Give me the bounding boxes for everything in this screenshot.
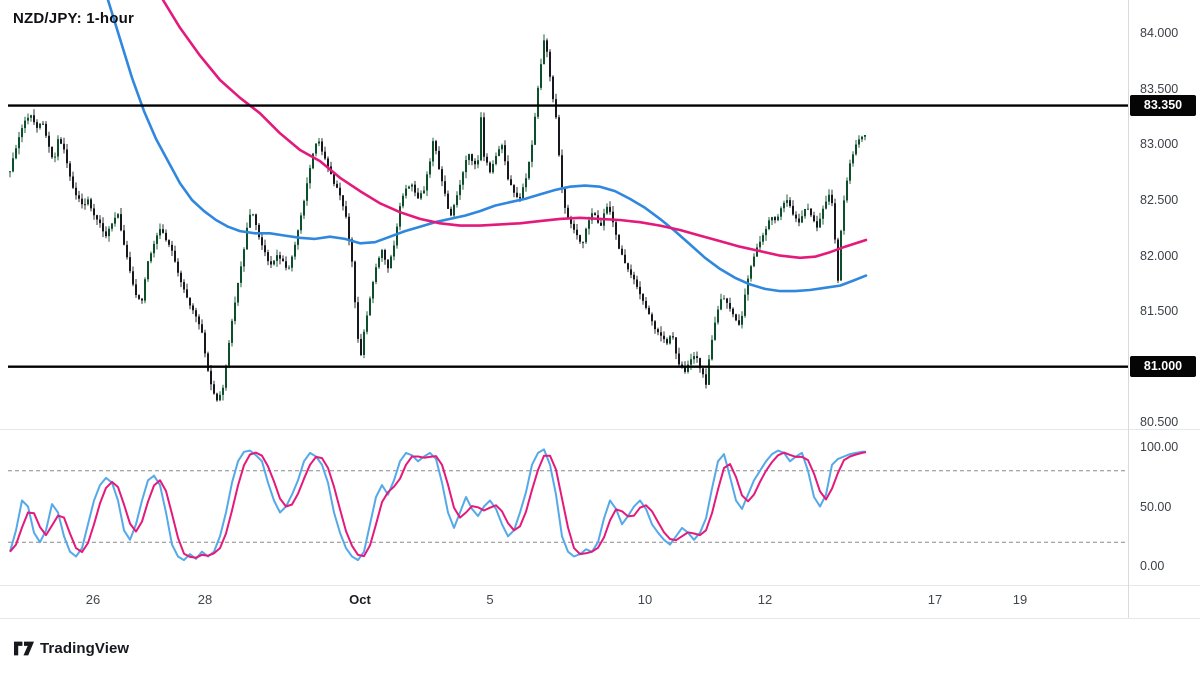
main-price-pane[interactable] — [0, 0, 1128, 430]
time-axis[interactable]: 26 28 Oct 5 10 12 17 19 — [0, 587, 1128, 615]
time-tick-label: 26 — [85, 592, 101, 607]
stoch-k-line — [9, 448, 866, 562]
price-tick-label: 0.00 — [1140, 559, 1165, 573]
tradingview-wordmark: TradingView — [40, 640, 130, 657]
level-price-badge: 81.000 — [1130, 356, 1196, 378]
level-price-badge: 83.350 — [1130, 95, 1196, 117]
time-tick-label: 28 — [197, 592, 213, 607]
price-tick-label: 82.500 — [1140, 193, 1179, 207]
price-tick-label: 81.500 — [1140, 304, 1179, 319]
price-tick-label: 100.00 — [1140, 440, 1179, 454]
time-tick-label: 5 — [486, 592, 494, 607]
price-axis-separator — [1128, 0, 1129, 618]
ma-slow-line[interactable] — [161, 0, 868, 260]
candle-wicks-down — [33, 38, 839, 402]
stochastic-pane[interactable] — [0, 430, 1128, 585]
time-tick-label: 19 — [1012, 592, 1028, 607]
time-tick-label: 17 — [927, 592, 943, 607]
stoch-d-line — [9, 451, 867, 559]
tradingview-logo[interactable]: TradingView — [14, 640, 129, 657]
candle-wicks-up — [9, 34, 866, 402]
candle-bodies-down — [33, 40, 839, 401]
price-tick-label: 50.00 — [1140, 499, 1172, 514]
price-tick-label: 82.000 — [1140, 248, 1179, 263]
ma-fast-line[interactable] — [106, 0, 868, 293]
price-tick-label: 83.000 — [1140, 137, 1179, 152]
time-tick-label: 12 — [757, 592, 773, 607]
stoch-bottom-divider — [0, 585, 1200, 586]
price-tick-label: 83.500 — [1140, 81, 1179, 96]
price-axis[interactable]: 84.000 83.500 83.000 82.500 82.000 81.500 81.0… — [1129, 0, 1200, 618]
tradingview-logomark — [14, 641, 34, 656]
pane-divider — [0, 429, 1200, 430]
price-tick-label: 80.500 — [1140, 415, 1179, 430]
symbol-title: NZD/JPY: 1-hour — [13, 10, 135, 27]
time-tick-label: Oct — [349, 592, 371, 607]
time-axis-divider — [0, 618, 1200, 619]
time-tick-label: 10 — [637, 592, 653, 607]
price-tick-label: 84.000 — [1140, 26, 1179, 41]
